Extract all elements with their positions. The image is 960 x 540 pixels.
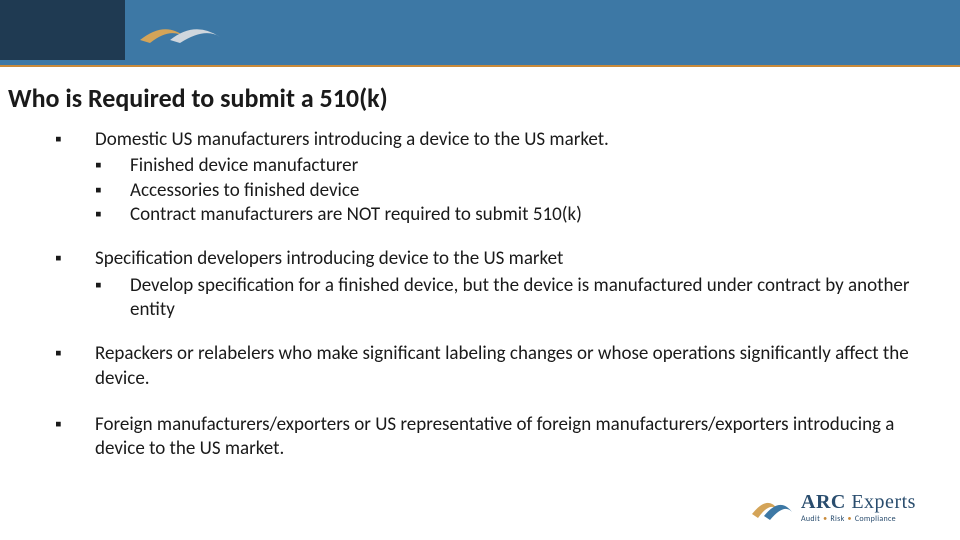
bullet-item: ▪ Specification developers introducing d…	[55, 247, 925, 271]
footer-brand-arc: ARC	[801, 491, 846, 513]
bullet-item: ▪ Domestic US manufacturers introducing …	[55, 128, 925, 152]
spacer	[55, 322, 925, 342]
banner-underline	[0, 65, 960, 67]
sub-bullet-text: Finished device manufacturer	[130, 154, 925, 178]
sub-bullet-text: Develop specification for a finished dev…	[130, 274, 925, 323]
sub-bullet-item: ▪ Develop specification for a finished d…	[95, 274, 925, 323]
bullet-mark-icon: ▪	[55, 247, 95, 271]
sub-bullet-item: ▪ Accessories to finished device	[95, 179, 925, 203]
bullet-text: Repackers or relabelers who make signifi…	[95, 342, 925, 391]
bullet-text: Domestic US manufacturers introducing a …	[95, 128, 925, 152]
bullet-item: ▪ Foreign manufacturers/exporters or US …	[55, 413, 925, 462]
bullet-text: Specification developers introducing dev…	[95, 247, 925, 271]
bullet-mark-icon: ▪	[95, 274, 130, 323]
slide-title: Who is Required to submit a 510(k)	[8, 82, 388, 114]
tag-compliance: Compliance	[855, 514, 896, 524]
bullet-mark-icon: ▪	[55, 128, 95, 152]
spacer	[55, 227, 925, 247]
tag-audit: Audit	[801, 514, 820, 524]
sub-bullet-text: Contract manufacturers are NOT required …	[130, 203, 925, 227]
footer-logo: ARC Experts Audit•Risk•Compliance	[750, 482, 935, 532]
bullet-mark-icon: ▪	[95, 179, 130, 203]
bullet-item: ▪ Repackers or relabelers who make signi…	[55, 342, 925, 391]
bullet-mark-icon: ▪	[95, 154, 130, 178]
footer-brand-name: ARC Experts	[801, 491, 916, 514]
tag-risk: Risk	[830, 514, 844, 524]
sub-bullet-item: ▪ Finished device manufacturer	[95, 154, 925, 178]
dot-icon: •	[823, 514, 827, 524]
footer-tagline: Audit•Risk•Compliance	[801, 514, 916, 524]
bullet-mark-icon: ▪	[55, 413, 95, 462]
bullet-mark-icon: ▪	[55, 342, 95, 391]
spacer	[55, 393, 925, 413]
top-darkbar	[0, 0, 125, 60]
footer-brand-rest: Experts	[846, 491, 916, 513]
slide: Who is Required to submit a 510(k) ▪ Dom…	[0, 0, 960, 540]
footer-brand: ARC Experts Audit•Risk•Compliance	[801, 491, 916, 524]
sub-bullet-text: Accessories to finished device	[130, 179, 925, 203]
bullet-mark-icon: ▪	[95, 203, 130, 227]
sub-bullet-item: ▪ Contract manufacturers are NOT require…	[95, 203, 925, 227]
bullet-text: Foreign manufacturers/exporters or US re…	[95, 413, 925, 462]
banner-swoosh-icon	[135, 15, 230, 50]
footer-swoosh-icon	[750, 486, 795, 528]
dot-icon: •	[848, 514, 852, 524]
slide-content: ▪ Domestic US manufacturers introducing …	[55, 128, 925, 463]
